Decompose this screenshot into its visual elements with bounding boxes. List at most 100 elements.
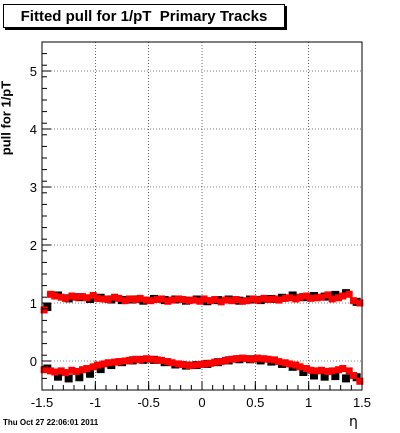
data-point	[57, 367, 65, 375]
data-point	[260, 355, 268, 363]
data-point	[115, 358, 123, 366]
data-point	[228, 355, 236, 363]
chart-title: Fitted pull for 1/pT Primary Tracks	[20, 7, 268, 25]
y-tick-label: 3	[30, 180, 37, 195]
data-point	[335, 294, 343, 302]
data-point	[264, 355, 272, 363]
data-point	[175, 295, 183, 303]
y-tick-label: 4	[30, 122, 37, 137]
data-point	[40, 366, 48, 374]
data-point	[307, 294, 315, 302]
data-point	[260, 294, 268, 302]
data-point	[61, 294, 69, 302]
data-point	[313, 294, 321, 302]
data-point	[143, 296, 151, 304]
tick-labels: -1.5 -1 -0.5 0 0.5 1 1.5 0 1 2 3 4 5	[30, 64, 371, 410]
data-point	[320, 372, 329, 381]
data-point	[296, 363, 304, 371]
data-point	[324, 367, 332, 375]
data-point	[328, 367, 336, 375]
data-point	[125, 356, 133, 364]
data-point	[79, 366, 87, 374]
data-point	[83, 294, 91, 302]
data-point	[164, 297, 172, 305]
data-point	[93, 361, 101, 369]
data-point	[296, 293, 304, 301]
y-tick-label: 5	[30, 64, 37, 79]
data-point	[342, 374, 350, 383]
data-point	[271, 356, 279, 364]
data-point	[189, 296, 197, 304]
data-point	[243, 297, 251, 305]
data-point	[217, 298, 225, 306]
data-point	[153, 356, 161, 364]
axis-ticks	[41, 41, 363, 391]
data-point	[331, 372, 340, 381]
data-point	[147, 355, 155, 363]
x-tick-label: 0	[198, 395, 205, 410]
data-point	[93, 294, 101, 302]
x-tick-label: -1	[90, 395, 102, 410]
data-point	[275, 296, 283, 304]
data-point	[100, 295, 108, 303]
x-tick-label: 1	[305, 395, 312, 410]
data-point	[115, 294, 123, 302]
data-point	[51, 292, 59, 300]
data-point	[136, 356, 144, 364]
data-point	[196, 297, 204, 305]
data-point	[345, 290, 353, 298]
data-point	[157, 295, 165, 303]
data-point	[303, 365, 311, 373]
data-point	[207, 359, 215, 367]
data-point	[211, 358, 219, 366]
data-point	[281, 294, 289, 302]
data-point	[253, 354, 261, 362]
data-point	[83, 365, 91, 373]
data-point	[111, 293, 119, 301]
data-point	[200, 360, 208, 368]
data-point	[239, 354, 247, 362]
y-tick-label: 2	[30, 238, 37, 253]
data-point	[179, 360, 187, 368]
data-point	[356, 299, 364, 307]
data-points	[40, 289, 364, 385]
data-point	[121, 297, 129, 305]
data-point	[179, 296, 187, 304]
data-point	[89, 291, 97, 299]
data-point	[285, 360, 293, 368]
data-point	[168, 359, 176, 367]
y-tick-label: 0	[30, 354, 37, 369]
data-point	[307, 366, 315, 374]
data-point	[339, 365, 347, 373]
data-point	[68, 292, 76, 300]
data-point	[196, 360, 204, 368]
data-point	[317, 293, 325, 301]
data-point	[100, 360, 108, 368]
data-point	[339, 292, 347, 300]
data-point	[324, 291, 332, 299]
y-axis-label: pull for 1/pT	[0, 80, 14, 156]
data-point	[303, 292, 311, 300]
data-point	[64, 374, 73, 383]
data-point	[68, 366, 76, 374]
data-point	[157, 356, 165, 364]
data-point	[313, 367, 321, 375]
data-point	[292, 361, 300, 369]
data-point	[168, 296, 176, 304]
data-point	[57, 293, 65, 301]
x-axis-label: η	[349, 414, 358, 430]
data-point	[249, 295, 257, 303]
x-tick-label: 1.5	[353, 395, 371, 410]
data-point	[271, 295, 279, 303]
data-point	[310, 371, 318, 380]
data-point	[335, 366, 343, 374]
data-point	[221, 296, 229, 304]
data-point	[239, 297, 247, 305]
data-point	[356, 377, 364, 385]
x-tick-label: -0.5	[137, 395, 159, 410]
data-point	[164, 358, 172, 366]
grid-lines	[42, 42, 362, 390]
data-point	[79, 293, 87, 301]
data-point	[185, 362, 193, 370]
y-tick-label: 1	[30, 296, 37, 311]
